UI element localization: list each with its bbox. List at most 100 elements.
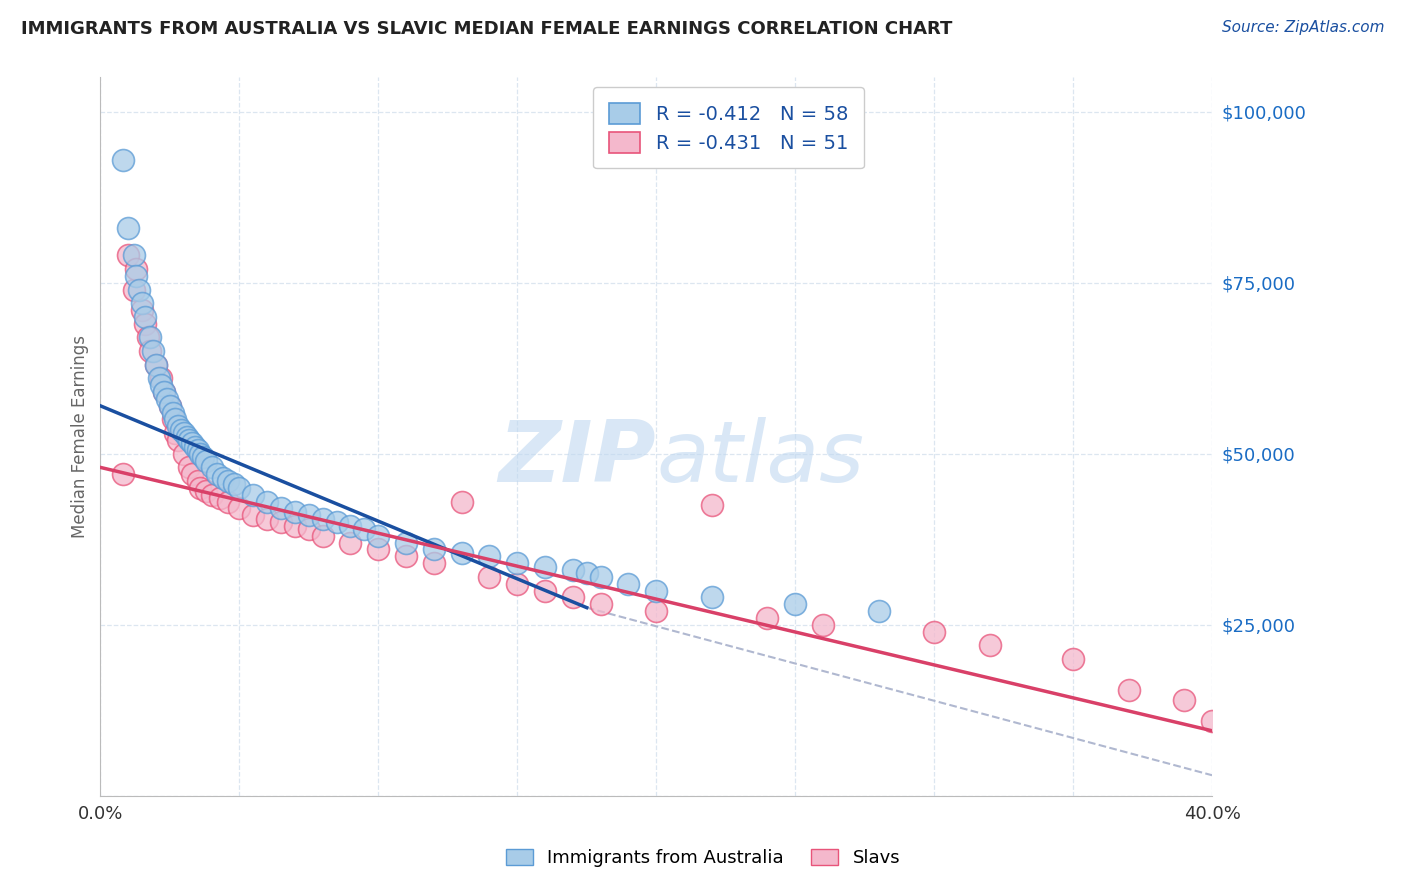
Point	[589, 570, 612, 584]
Point	[134, 317, 156, 331]
Point	[145, 358, 167, 372]
Point	[284, 518, 307, 533]
Point	[534, 583, 557, 598]
Point	[222, 477, 245, 491]
Point	[190, 447, 212, 461]
Point	[179, 433, 201, 447]
Point	[1201, 714, 1223, 728]
Point	[150, 378, 173, 392]
Point	[184, 440, 207, 454]
Point	[450, 546, 472, 560]
Point	[395, 535, 418, 549]
Point	[256, 494, 278, 508]
Point	[170, 423, 193, 437]
Text: Source: ZipAtlas.com: Source: ZipAtlas.com	[1222, 20, 1385, 35]
Point	[159, 399, 181, 413]
Point	[367, 542, 389, 557]
Point	[200, 488, 222, 502]
Text: IMMIGRANTS FROM AUSTRALIA VS SLAVIC MEDIAN FEMALE EARNINGS CORRELATION CHART: IMMIGRANTS FROM AUSTRALIA VS SLAVIC MEDI…	[21, 20, 952, 37]
Point	[284, 505, 307, 519]
Point	[312, 511, 335, 525]
Point	[194, 484, 217, 499]
Point	[339, 535, 361, 549]
Point	[561, 591, 583, 605]
Point	[111, 153, 134, 167]
Point	[270, 515, 292, 529]
Legend: Immigrants from Australia, Slavs: Immigrants from Australia, Slavs	[499, 841, 907, 874]
Point	[136, 330, 159, 344]
Point	[139, 344, 162, 359]
Point	[534, 559, 557, 574]
Point	[979, 638, 1001, 652]
Point	[256, 511, 278, 525]
Point	[700, 591, 723, 605]
Point	[165, 426, 187, 441]
Point	[153, 385, 176, 400]
Point	[922, 624, 945, 639]
Point	[478, 549, 501, 564]
Point	[1118, 682, 1140, 697]
Point	[617, 576, 640, 591]
Point	[181, 436, 204, 450]
Point	[211, 470, 233, 484]
Point	[134, 310, 156, 324]
Point	[298, 522, 321, 536]
Point	[270, 501, 292, 516]
Point	[148, 371, 170, 385]
Point	[162, 412, 184, 426]
Point	[150, 371, 173, 385]
Point	[228, 481, 250, 495]
Point	[125, 262, 148, 277]
Point	[1062, 652, 1084, 666]
Legend: R = -0.412   N = 58, R = -0.431   N = 51: R = -0.412 N = 58, R = -0.431 N = 51	[593, 87, 863, 169]
Point	[298, 508, 321, 523]
Point	[159, 399, 181, 413]
Point	[785, 597, 807, 611]
Point	[575, 566, 598, 581]
Point	[153, 385, 176, 400]
Point	[187, 474, 209, 488]
Point	[1173, 693, 1195, 707]
Point	[142, 344, 165, 359]
Point	[325, 515, 347, 529]
Point	[122, 283, 145, 297]
Point	[228, 501, 250, 516]
Point	[353, 522, 375, 536]
Point	[193, 450, 215, 464]
Point	[139, 330, 162, 344]
Point	[450, 494, 472, 508]
Point	[217, 494, 239, 508]
Point	[131, 296, 153, 310]
Point	[173, 426, 195, 441]
Point	[173, 447, 195, 461]
Point	[423, 556, 446, 570]
Point	[190, 481, 212, 495]
Point	[167, 419, 190, 434]
Y-axis label: Median Female Earnings: Median Female Earnings	[72, 335, 89, 538]
Point	[165, 412, 187, 426]
Point	[339, 518, 361, 533]
Point	[589, 597, 612, 611]
Point	[242, 508, 264, 523]
Point	[156, 392, 179, 406]
Point	[125, 268, 148, 283]
Point	[128, 283, 150, 297]
Point	[187, 443, 209, 458]
Point	[645, 604, 668, 618]
Point	[811, 617, 834, 632]
Point	[200, 460, 222, 475]
Point	[312, 529, 335, 543]
Point	[117, 248, 139, 262]
Point	[868, 604, 890, 618]
Point	[179, 460, 201, 475]
Point	[181, 467, 204, 482]
Point	[122, 248, 145, 262]
Text: atlas: atlas	[657, 417, 865, 500]
Point	[205, 467, 228, 482]
Point	[645, 583, 668, 598]
Point	[217, 474, 239, 488]
Point	[423, 542, 446, 557]
Point	[131, 303, 153, 318]
Point	[756, 611, 779, 625]
Text: ZIP: ZIP	[499, 417, 657, 500]
